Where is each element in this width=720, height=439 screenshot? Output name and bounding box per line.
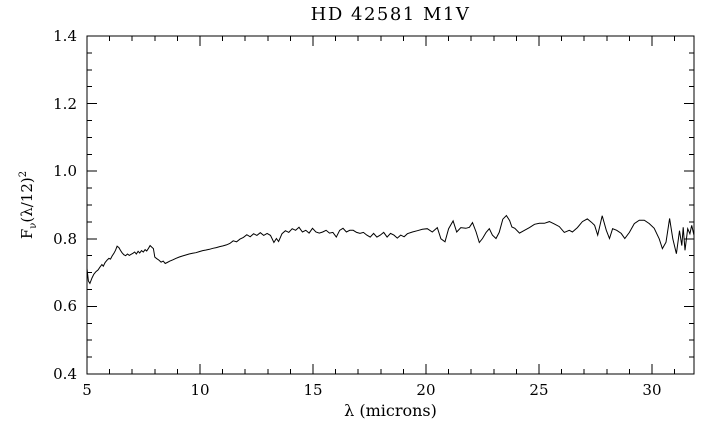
axis-ticks (86, 35, 694, 375)
y-axis-label: Fν(λ/12)2 (9, 105, 39, 305)
y-axis-label-superscript: 2 (18, 170, 29, 178)
spectrum-line (86, 214, 695, 285)
chart-title: HD 42581 M1V (310, 4, 471, 25)
y-tick-label: 1.2 (53, 94, 77, 113)
x-tick-label: 20 (416, 381, 436, 399)
plot-frame (86, 35, 695, 375)
y-tick-label: 0.8 (53, 229, 77, 248)
y-tick-label: 0.4 (53, 365, 77, 383)
y-tick-label: 1.4 (53, 27, 77, 45)
x-tick-label: 10 (190, 381, 210, 399)
y-tick-label: 0.6 (53, 297, 77, 316)
y-axis-label-subscript: ν (28, 222, 39, 229)
y-tick-label: 1.0 (53, 162, 77, 181)
x-tick-label: 25 (529, 381, 549, 399)
y-axis-label-mid: (λ/12) (18, 177, 36, 223)
x-tick-label: 30 (642, 381, 662, 399)
x-tick-label: 15 (303, 381, 323, 399)
x-axis-label: λ (microns) (344, 401, 437, 420)
x-tick-label: 5 (82, 381, 92, 399)
